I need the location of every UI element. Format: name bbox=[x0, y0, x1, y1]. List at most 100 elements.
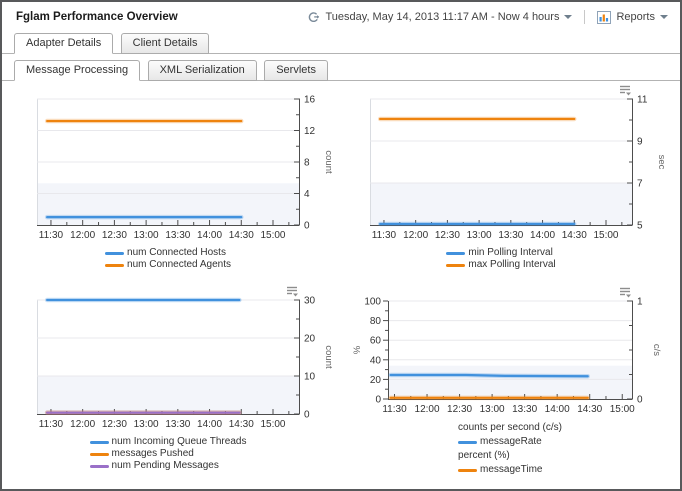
svg-text:12: 12 bbox=[304, 126, 316, 137]
legend-item: messageTime bbox=[458, 463, 542, 477]
svg-text:count: count bbox=[323, 150, 334, 174]
svg-text:count: count bbox=[323, 345, 334, 369]
svg-text:14:00: 14:00 bbox=[197, 230, 222, 241]
chart-menu-icon[interactable] bbox=[286, 286, 299, 298]
legend-label: messages Pushed bbox=[111, 448, 194, 459]
svg-text:5: 5 bbox=[637, 221, 643, 232]
time-range-label: Tuesday, May 14, 2013 11:17 AM - Now 4 h… bbox=[325, 11, 560, 23]
legend-swatch bbox=[458, 468, 478, 472]
chart-legend: min Polling Interval max Polling Interval bbox=[370, 247, 632, 271]
legend-swatch bbox=[89, 464, 109, 468]
time-range-icon bbox=[309, 11, 320, 22]
legend-group-label: percent (%) bbox=[458, 449, 510, 463]
svg-text:16: 16 bbox=[304, 95, 316, 106]
legend-swatch bbox=[446, 251, 466, 255]
legend-swatch bbox=[105, 263, 125, 267]
chart-canvas: 11:30 12:00 12:30 13:00 13:30 14:00 14:30 15:00… bbox=[37, 95, 334, 241]
legend-item: num Connected Agents bbox=[105, 259, 231, 271]
svg-text:%: % bbox=[352, 345, 363, 354]
chart-connected-hosts-agents: 11:30 12:00 12:30 13:00 13:30 14:00 14:30 15:00… bbox=[16, 87, 336, 283]
svg-text:20: 20 bbox=[304, 334, 316, 345]
tab-message-processing[interactable]: Message Processing bbox=[14, 60, 141, 81]
svg-text:11: 11 bbox=[637, 95, 648, 106]
svg-text:15:00: 15:00 bbox=[610, 404, 635, 415]
svg-text:12:00: 12:00 bbox=[403, 230, 428, 241]
svg-text:7: 7 bbox=[637, 179, 643, 190]
chart-legend: counts per second (c/s) messageRate percen… bbox=[388, 421, 632, 477]
reports-menu[interactable]: Reports bbox=[597, 10, 668, 24]
svg-text:sec: sec bbox=[656, 155, 667, 170]
legend-swatch bbox=[458, 440, 478, 444]
chart-message-rate-time: 11:30 12:00 12:30 13:00 13:30 14:00 14:30 15:00… bbox=[350, 283, 680, 489]
legend-item: max Polling Interval bbox=[446, 259, 556, 271]
legend-label: percent (%) bbox=[458, 450, 510, 461]
svg-text:11:30: 11:30 bbox=[39, 419, 64, 430]
legend-label: max Polling Interval bbox=[468, 259, 556, 270]
tab-bar-details: Adapter Details Client Details bbox=[2, 28, 680, 54]
legend-label: counts per second (c/s) bbox=[458, 422, 562, 433]
tab-adapter-details[interactable]: Adapter Details bbox=[14, 33, 114, 54]
svg-text:14:30: 14:30 bbox=[562, 230, 587, 241]
header: Fglam Performance Overview Tuesday, May … bbox=[2, 2, 680, 28]
legend-swatch bbox=[446, 263, 466, 267]
legend-swatch bbox=[89, 452, 109, 456]
reports-icon bbox=[597, 10, 612, 24]
svg-text:12:00: 12:00 bbox=[70, 419, 95, 430]
svg-text:40: 40 bbox=[370, 355, 382, 366]
svg-text:13:00: 13:00 bbox=[134, 419, 159, 430]
svg-text:14:00: 14:00 bbox=[545, 404, 570, 415]
tab-xml-serialization[interactable]: XML Serialization bbox=[147, 60, 257, 81]
legend-group-label: counts per second (c/s) bbox=[458, 421, 562, 435]
svg-text:1: 1 bbox=[637, 297, 643, 308]
legend-item: messageRate bbox=[458, 435, 542, 449]
svg-text:14:30: 14:30 bbox=[229, 419, 254, 430]
svg-text:c/s: c/s bbox=[651, 344, 662, 356]
svg-text:14:30: 14:30 bbox=[229, 230, 254, 241]
tab-client-details[interactable]: Client Details bbox=[120, 33, 210, 54]
chart-menu-icon[interactable] bbox=[619, 287, 632, 299]
chart-canvas: 11:30 12:00 12:30 13:00 13:30 14:00 14:30 15:00… bbox=[37, 296, 334, 430]
svg-text:13:30: 13:30 bbox=[165, 230, 190, 241]
legend-item: messages Pushed bbox=[89, 448, 194, 460]
svg-text:10: 10 bbox=[304, 372, 316, 383]
legend-label: num Pending Messages bbox=[111, 460, 219, 471]
svg-text:8: 8 bbox=[304, 158, 310, 169]
svg-text:30: 30 bbox=[304, 296, 316, 307]
svg-text:0: 0 bbox=[637, 395, 643, 406]
legend-swatch bbox=[89, 440, 109, 444]
legend-label: messageRate bbox=[480, 436, 542, 447]
legend-item: num Incoming Queue Threads bbox=[89, 436, 246, 448]
svg-text:11:30: 11:30 bbox=[39, 230, 64, 241]
svg-text:100: 100 bbox=[364, 297, 381, 308]
chart-menu-icon[interactable] bbox=[619, 85, 632, 97]
legend-label: num Connected Hosts bbox=[127, 247, 226, 258]
svg-text:15:00: 15:00 bbox=[260, 419, 285, 430]
svg-text:13:30: 13:30 bbox=[165, 419, 190, 430]
svg-text:13:30: 13:30 bbox=[498, 230, 523, 241]
legend-label: num Connected Agents bbox=[127, 259, 231, 270]
svg-text:0: 0 bbox=[304, 221, 310, 232]
chart-legend: num Incoming Queue Threads messages Pushe… bbox=[37, 436, 299, 472]
svg-text:12:30: 12:30 bbox=[102, 419, 127, 430]
svg-text:11:30: 11:30 bbox=[382, 404, 407, 415]
legend-item: num Connected Hosts bbox=[105, 247, 226, 259]
svg-text:14:00: 14:00 bbox=[197, 419, 222, 430]
legend-label: messageTime bbox=[480, 464, 543, 475]
chart-polling-interval: 11:30 12:00 12:30 13:00 13:30 14:00 14:30 15:00… bbox=[350, 85, 680, 283]
tab-bar-processing: Message Processing XML Serialization Ser… bbox=[2, 54, 680, 81]
time-range-selector[interactable]: Tuesday, May 14, 2013 11:17 AM - Now 4 h… bbox=[306, 11, 573, 24]
svg-text:13:00: 13:00 bbox=[467, 230, 492, 241]
legend-swatch bbox=[105, 251, 125, 255]
reports-label: Reports bbox=[616, 11, 655, 23]
svg-text:9: 9 bbox=[637, 137, 643, 148]
header-toolbar: Tuesday, May 14, 2013 11:17 AM - Now 4 h… bbox=[306, 10, 668, 24]
svg-text:0: 0 bbox=[304, 410, 310, 421]
svg-text:12:00: 12:00 bbox=[70, 230, 95, 241]
svg-text:60: 60 bbox=[370, 336, 382, 347]
chevron-down-icon bbox=[564, 15, 573, 23]
header-divider bbox=[584, 10, 586, 24]
legend-label: min Polling Interval bbox=[468, 247, 553, 258]
svg-text:12:00: 12:00 bbox=[415, 404, 440, 415]
tab-servlets[interactable]: Servlets bbox=[264, 60, 328, 81]
